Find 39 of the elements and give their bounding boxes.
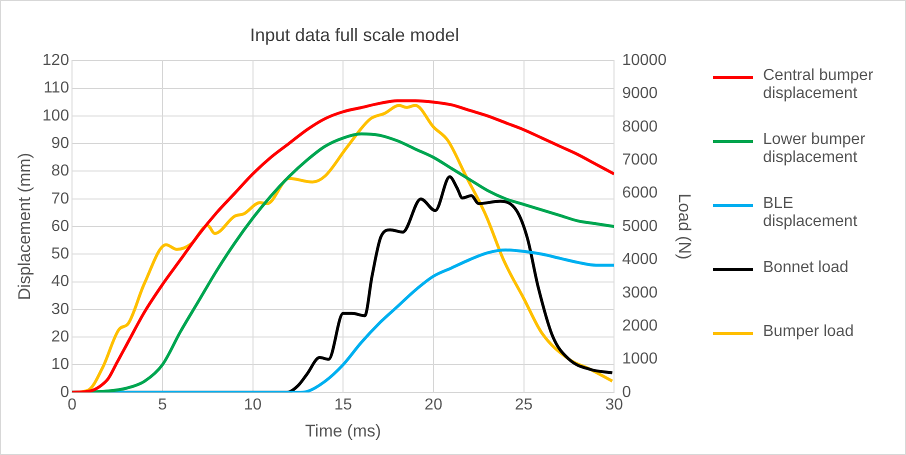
x-tick-label: 20 xyxy=(424,396,442,414)
x-tick-label: 30 xyxy=(605,396,624,414)
y-tick-label: 110 xyxy=(44,80,70,97)
y-tick-label: 20 xyxy=(51,328,70,346)
y-tick-label: 50 xyxy=(51,246,70,263)
x-tick-label: 15 xyxy=(334,396,352,414)
legend-label: Central bumper displacement xyxy=(763,67,874,103)
legend-label: Bonnet load xyxy=(763,259,848,277)
y-tick-label: 30 xyxy=(51,300,70,318)
y-tick-label: 70 xyxy=(51,190,70,208)
y2-axis-title: Load (N) xyxy=(675,193,694,260)
y2-tick-label: 3000 xyxy=(622,284,658,302)
legend-label: Bumper load xyxy=(763,323,854,341)
y2-tick-label: 0 xyxy=(622,384,632,401)
x-tick-label: 25 xyxy=(514,396,533,414)
x-tick-label: 10 xyxy=(244,396,262,414)
y2-tick-label: 6000 xyxy=(622,184,658,202)
y-tick-label: 40 xyxy=(51,273,70,290)
x-tick-label: 5 xyxy=(158,396,167,414)
y2-tick-label: 7000 xyxy=(622,152,658,169)
y-tick-label: 80 xyxy=(51,162,70,180)
chart-title: Input data full scale model xyxy=(250,24,460,45)
y-tick-label: 100 xyxy=(42,107,70,124)
legend-label: BLE displacement xyxy=(763,195,858,231)
y2-tick-label: 10000 xyxy=(622,52,667,70)
y2-tick-label: 2000 xyxy=(622,317,658,334)
y-tick-label: 60 xyxy=(51,218,70,235)
y-tick-label: 0 xyxy=(60,384,70,401)
legend-label: Lower bumper displacement xyxy=(763,131,866,167)
y2-tick-label: 8000 xyxy=(622,118,658,136)
y2-tick-label: 5000 xyxy=(622,218,658,235)
y-tick-label: 10 xyxy=(51,356,70,374)
y2-tick-label: 1000 xyxy=(622,350,658,368)
y-tick-label: 90 xyxy=(51,134,70,152)
y2-tick-label: 9000 xyxy=(622,85,658,102)
y-axis-title: Displacement (mm) xyxy=(14,152,34,300)
y2-tick-label: 4000 xyxy=(622,251,658,268)
x-axis-title: Time (ms) xyxy=(305,421,382,440)
y-tick-label: 120 xyxy=(42,52,70,70)
